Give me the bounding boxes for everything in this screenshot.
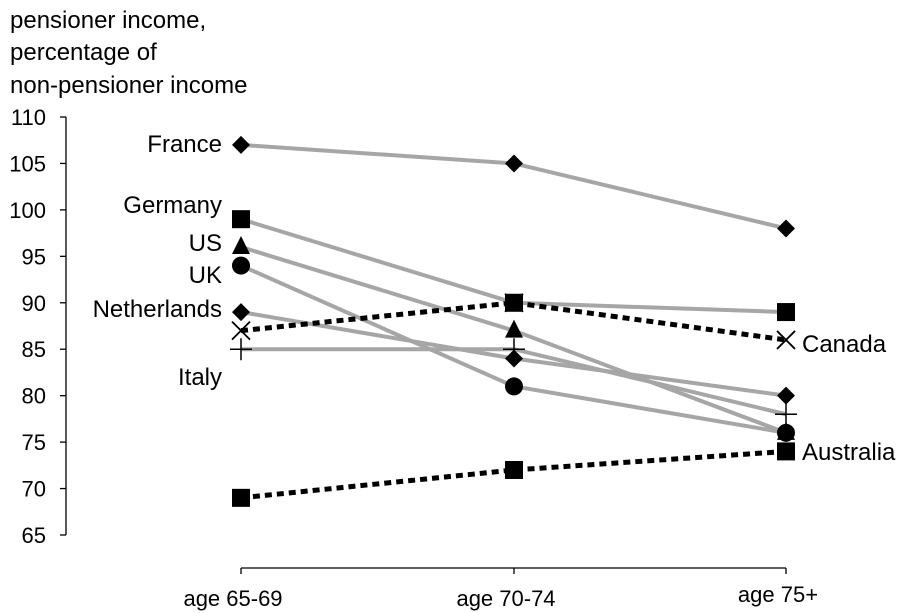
- marker-australia: [777, 442, 795, 461]
- marker-france: [232, 135, 250, 154]
- series-line-canada: [240, 300, 787, 343]
- series-label-uk: UK: [189, 262, 222, 289]
- series-label-germany: Germany: [123, 192, 222, 219]
- y-tick-label: 110: [11, 105, 46, 130]
- y-tick-label: 105: [9, 151, 46, 176]
- series-label-australia: Australia: [802, 439, 896, 466]
- marker-netherlands: [232, 303, 250, 322]
- series-label-france: France: [147, 131, 222, 158]
- marker-italy: [775, 403, 797, 426]
- x-tick-label: age 65-69: [183, 586, 282, 611]
- axes: 65 70 75 80 85 90 95 100 105 110 age 65-69 age 70-7…: [9, 105, 818, 611]
- marker-uk: [232, 256, 250, 275]
- y-axis-title-line-2: percentage of: [10, 39, 157, 66]
- x-tick-label: age 75+: [738, 582, 818, 607]
- series-labels: France Germany US UK Netherlands Italy Canada A…: [93, 131, 896, 466]
- series-markers: [230, 135, 797, 507]
- y-tick-label: 65: [22, 523, 46, 548]
- series-label-italy: Italy: [178, 364, 222, 391]
- y-tick-label: 100: [9, 198, 46, 223]
- series-label-netherlands: Netherlands: [93, 296, 222, 323]
- marker-uk: [505, 377, 523, 396]
- marker-germany: [777, 303, 795, 322]
- series-label-us: US: [189, 230, 222, 257]
- y-tick-label: 95: [22, 244, 46, 269]
- y-axis-title-line-3: non-pensioner income: [10, 72, 248, 99]
- y-tick-label: 70: [22, 477, 46, 502]
- marker-germany: [232, 210, 250, 229]
- series-label-canada: Canada: [802, 331, 887, 358]
- marker-netherlands: [777, 386, 795, 405]
- marker-canada: [776, 330, 796, 350]
- marker-canada: [231, 321, 251, 341]
- marker-canada: [504, 293, 524, 313]
- marker-us: [232, 236, 250, 255]
- y-tick-label: 80: [22, 384, 46, 409]
- y-tick-label: 75: [22, 430, 46, 455]
- marker-france: [777, 219, 795, 238]
- marker-australia: [232, 488, 250, 507]
- marker-australia: [505, 460, 523, 479]
- marker-italy: [503, 338, 525, 361]
- y-tick-label: 85: [22, 337, 46, 362]
- series-line-australia: [240, 448, 787, 501]
- marker-uk: [777, 423, 795, 442]
- x-tick-label: age 70-74: [456, 586, 555, 611]
- y-axis-title-line-1: pensioner income,: [10, 7, 207, 34]
- marker-us: [505, 319, 523, 338]
- marker-france: [505, 154, 523, 173]
- y-tick-label: 90: [22, 291, 46, 316]
- marker-italy: [230, 338, 252, 361]
